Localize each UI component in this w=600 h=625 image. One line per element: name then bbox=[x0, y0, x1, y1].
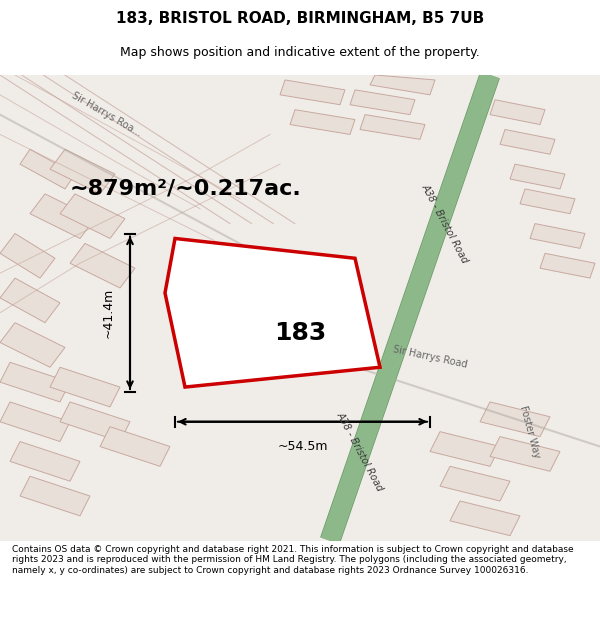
Polygon shape bbox=[490, 437, 560, 471]
Text: Sir Harrys Roa...: Sir Harrys Roa... bbox=[70, 91, 143, 139]
Polygon shape bbox=[500, 129, 555, 154]
Text: 183: 183 bbox=[274, 321, 326, 344]
Polygon shape bbox=[70, 243, 135, 288]
Polygon shape bbox=[60, 194, 125, 239]
Polygon shape bbox=[165, 239, 380, 387]
Polygon shape bbox=[30, 194, 95, 239]
Polygon shape bbox=[50, 368, 120, 407]
Polygon shape bbox=[530, 224, 585, 248]
Polygon shape bbox=[60, 402, 130, 441]
Polygon shape bbox=[510, 164, 565, 189]
Text: A38 - Bristol Road: A38 - Bristol Road bbox=[420, 182, 470, 265]
Text: Map shows position and indicative extent of the property.: Map shows position and indicative extent… bbox=[120, 46, 480, 59]
Polygon shape bbox=[20, 149, 75, 189]
Polygon shape bbox=[350, 90, 415, 114]
Polygon shape bbox=[480, 402, 550, 437]
Polygon shape bbox=[440, 466, 510, 501]
Polygon shape bbox=[370, 75, 435, 95]
Polygon shape bbox=[520, 189, 575, 214]
Polygon shape bbox=[290, 109, 355, 134]
Polygon shape bbox=[20, 476, 90, 516]
Text: ~879m²/~0.217ac.: ~879m²/~0.217ac. bbox=[70, 179, 302, 199]
Polygon shape bbox=[0, 362, 70, 402]
Polygon shape bbox=[450, 501, 520, 536]
Text: A38 - Bristol Road: A38 - Bristol Road bbox=[335, 410, 385, 492]
Polygon shape bbox=[50, 149, 115, 194]
Polygon shape bbox=[0, 75, 600, 541]
Text: 183, BRISTOL ROAD, BIRMINGHAM, B5 7UB: 183, BRISTOL ROAD, BIRMINGHAM, B5 7UB bbox=[116, 11, 484, 26]
Text: Foster Way: Foster Way bbox=[518, 404, 542, 459]
Polygon shape bbox=[0, 402, 70, 441]
Polygon shape bbox=[280, 80, 345, 105]
Polygon shape bbox=[0, 234, 55, 278]
Polygon shape bbox=[100, 427, 170, 466]
Polygon shape bbox=[0, 75, 600, 541]
Polygon shape bbox=[0, 322, 65, 368]
Polygon shape bbox=[540, 253, 595, 278]
Text: Contains OS data © Crown copyright and database right 2021. This information is : Contains OS data © Crown copyright and d… bbox=[12, 545, 574, 574]
Text: ~54.5m: ~54.5m bbox=[277, 439, 328, 452]
Polygon shape bbox=[430, 432, 500, 466]
Polygon shape bbox=[490, 100, 545, 124]
Text: Sir Harrys Road: Sir Harrys Road bbox=[392, 344, 468, 370]
Polygon shape bbox=[10, 441, 80, 481]
Polygon shape bbox=[0, 278, 60, 322]
Polygon shape bbox=[360, 114, 425, 139]
Text: ~41.4m: ~41.4m bbox=[102, 288, 115, 338]
